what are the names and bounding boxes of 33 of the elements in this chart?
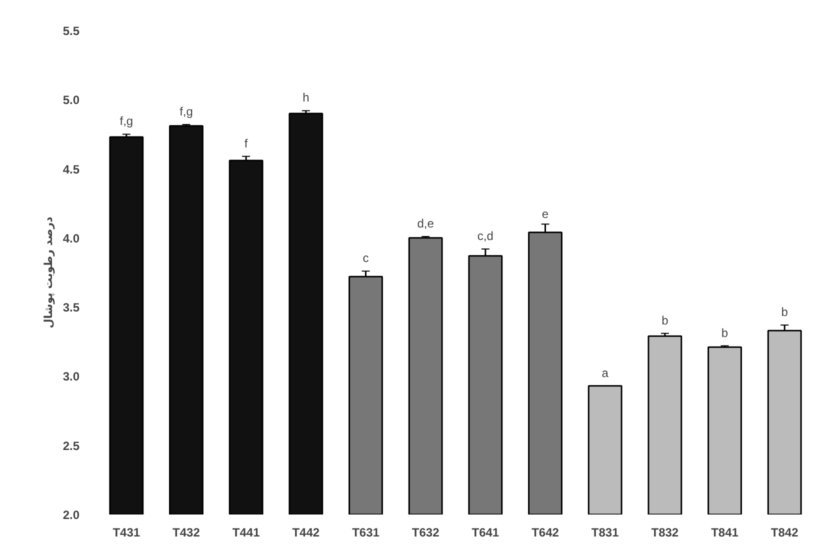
annotation: f,g: [120, 114, 134, 128]
annotation: b: [781, 305, 788, 320]
y-tick-label: 2.5: [62, 438, 80, 453]
x-tick-label: T832: [651, 526, 679, 540]
x-tick-label: T431: [112, 526, 140, 540]
x-tick-label: T432: [172, 526, 200, 540]
y-tick-label: 5.0: [62, 93, 80, 108]
x-tick-label: T831: [591, 526, 620, 540]
y-tick-label: 4.5: [62, 162, 80, 176]
annotation: e: [542, 207, 549, 222]
y-axis-title: درصد رطوبت پوشال: [42, 216, 55, 328]
y-tick-label: 5.5: [62, 24, 80, 38]
annotation: d,e: [417, 216, 434, 231]
annotation: b: [721, 326, 728, 340]
x-tick-label: T441: [232, 526, 260, 540]
x-tick-label: T642: [532, 526, 560, 540]
y-tick-label: 4.0: [62, 231, 80, 246]
x-tick-label: T841: [711, 526, 739, 540]
y-tick-label: 2.0: [62, 508, 80, 522]
x-tick-label: T842: [770, 526, 799, 540]
annotation: c,d: [477, 228, 494, 243]
annotation: c: [362, 251, 369, 266]
y-tick-label: 3.5: [62, 300, 80, 315]
annotation: b: [662, 313, 669, 328]
annotation: h: [302, 90, 310, 105]
x-tick-label: T641: [472, 526, 500, 540]
annotation: f,g: [180, 104, 193, 119]
annotation: a: [602, 366, 609, 380]
y-tick-label: 3.0: [62, 370, 80, 384]
annotation: f: [244, 136, 248, 150]
x-tick-label: T442: [292, 526, 320, 540]
x-tick-label: T631: [352, 526, 380, 540]
x-tick-label: T632: [412, 526, 440, 540]
